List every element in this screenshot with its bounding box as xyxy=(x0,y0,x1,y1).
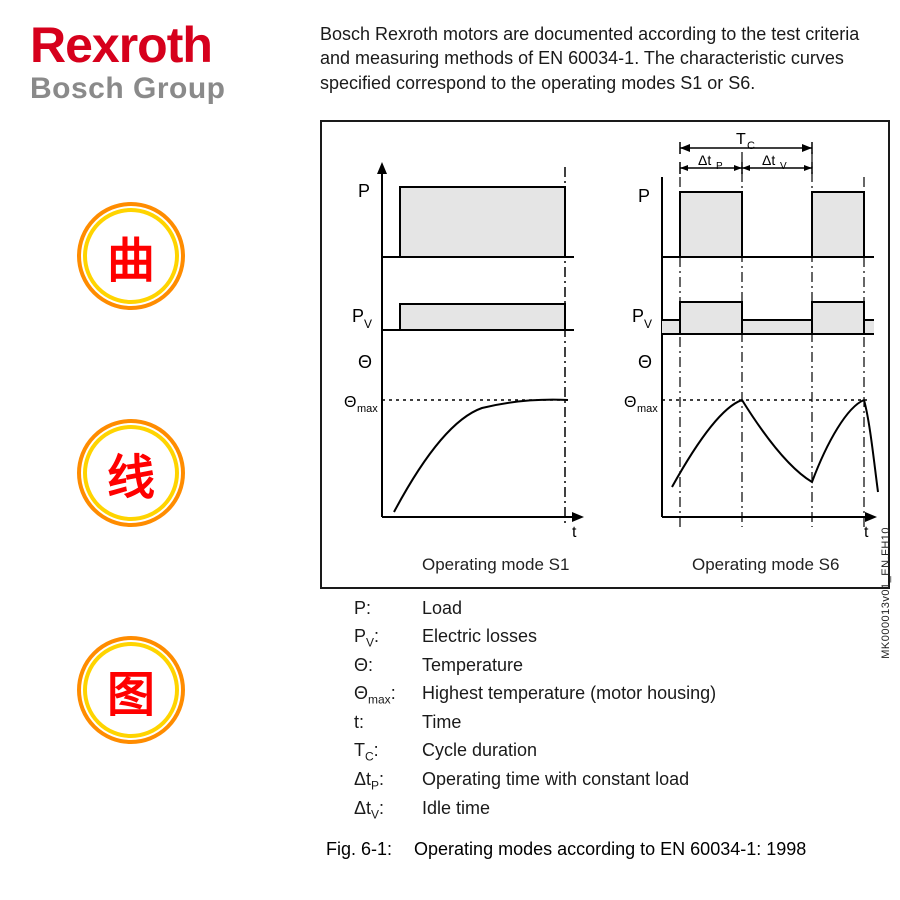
s6-caption: Operating mode S6 xyxy=(692,555,839,574)
svg-text:Δt: Δt xyxy=(762,152,775,168)
legend-row: Θ:Temperature xyxy=(354,652,890,680)
svg-text:max: max xyxy=(357,403,378,415)
chart-svg: P P V Θ Θ max t xyxy=(322,122,892,582)
circle-3: 图 xyxy=(75,634,187,746)
circle-2-label: 线 xyxy=(107,438,155,508)
diagram-area: P P V Θ Θ max t xyxy=(320,120,890,860)
svg-text:max: max xyxy=(637,403,658,415)
svg-text:P: P xyxy=(716,161,723,172)
s6-plot: T C Δt P Δt V P xyxy=(624,131,878,541)
brand-name: Rexroth xyxy=(30,20,295,70)
legend-table: P:LoadPV:Electric lossesΘ:TemperatureΘma… xyxy=(320,595,890,825)
legend-row: Θmax:Highest temperature (motor housing) xyxy=(354,680,890,709)
figure-text: Operating modes according to EN 60034-1:… xyxy=(414,839,806,860)
legend-row: P:Load xyxy=(354,595,890,623)
legend-row: ΔtV:Idle time xyxy=(354,795,890,824)
legend-symbol: P: xyxy=(354,595,422,623)
circle-1: 曲 xyxy=(75,200,187,312)
circle-1-label: 曲 xyxy=(107,221,155,291)
legend-symbol: Θmax: xyxy=(354,680,422,709)
figure-caption: Fig. 6-1: Operating modes according to E… xyxy=(320,839,890,860)
s1-plot: P P V Θ Θ max t xyxy=(344,162,584,541)
circle-2: 线 xyxy=(75,417,187,529)
svg-text:P: P xyxy=(352,306,364,326)
legend-desc: Load xyxy=(422,595,462,623)
legend-row: ΔtP:Operating time with constant load xyxy=(354,766,890,795)
brand-subtitle: Bosch Group xyxy=(30,72,295,106)
intro-paragraph: Bosch Rexroth motors are documented acco… xyxy=(320,22,885,95)
legend-desc: Cycle duration xyxy=(422,737,537,766)
legend-symbol: PV: xyxy=(354,623,422,652)
legend-symbol: t: xyxy=(354,709,422,737)
legend-desc: Temperature xyxy=(422,652,523,680)
svg-text:t: t xyxy=(572,524,577,541)
svg-text:V: V xyxy=(780,161,787,172)
diagram-side-code: MK000013v01_EN.FH10 xyxy=(880,527,892,659)
circle-3-label: 图 xyxy=(107,655,155,725)
svg-text:V: V xyxy=(644,317,652,331)
side-circles: 曲 线 图 xyxy=(75,200,190,746)
legend-symbol: ΔtV: xyxy=(354,795,422,824)
svg-text:Θ: Θ xyxy=(344,394,356,411)
figure-number: Fig. 6-1: xyxy=(326,839,392,860)
legend-desc: Idle time xyxy=(422,795,490,824)
brand-logo: Rexroth Bosch Group xyxy=(30,20,295,106)
svg-text:P: P xyxy=(638,186,650,206)
legend-desc: Electric losses xyxy=(422,623,537,652)
svg-text:Θ: Θ xyxy=(638,352,652,372)
svg-text:Δt: Δt xyxy=(698,152,711,168)
legend-row: TC:Cycle duration xyxy=(354,737,890,766)
s1-caption: Operating mode S1 xyxy=(422,555,569,574)
legend-row: PV:Electric losses xyxy=(354,623,890,652)
svg-text:Θ: Θ xyxy=(358,352,372,372)
operating-modes-chart: P P V Θ Θ max t xyxy=(320,120,890,589)
legend-desc: Operating time with constant load xyxy=(422,766,689,795)
legend-desc: Highest temperature (motor housing) xyxy=(422,680,716,709)
svg-text:T: T xyxy=(736,131,746,148)
svg-text:t: t xyxy=(864,524,869,541)
legend-symbol: ΔtP: xyxy=(354,766,422,795)
legend-symbol: Θ: xyxy=(354,652,422,680)
legend-symbol: TC: xyxy=(354,737,422,766)
svg-text:Θ: Θ xyxy=(624,394,636,411)
svg-text:V: V xyxy=(364,317,372,331)
s1-P-label: P xyxy=(358,181,370,201)
legend-row: t:Time xyxy=(354,709,890,737)
svg-text:C: C xyxy=(747,140,755,152)
svg-text:P: P xyxy=(632,306,644,326)
legend-desc: Time xyxy=(422,709,461,737)
